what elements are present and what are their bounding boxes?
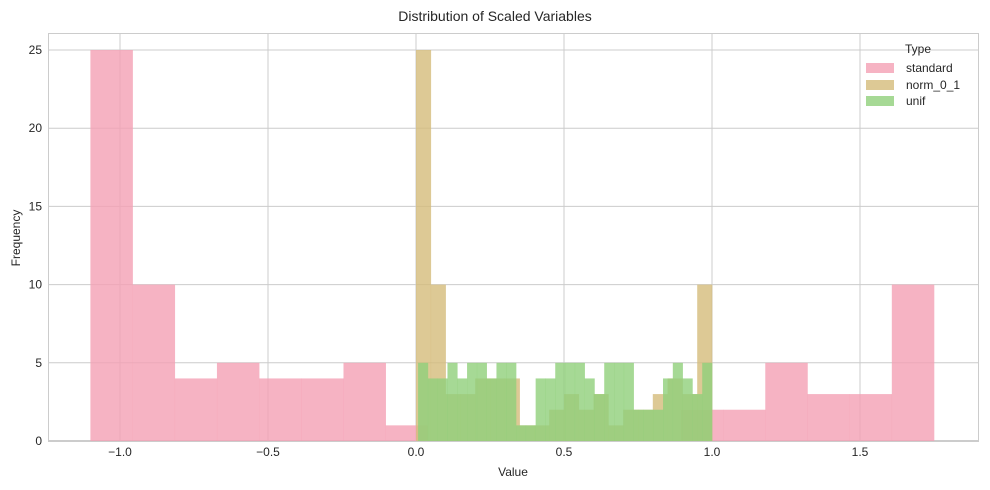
x-axis-label: Value <box>498 465 528 479</box>
x-tick-label: −1.0 <box>108 445 132 459</box>
legend-title: Type <box>904 42 931 56</box>
y-tick-label: 25 <box>29 43 43 57</box>
legend-item-norm-0-1: norm_0_1 <box>862 77 974 94</box>
legend-item-standard: standard <box>862 60 974 77</box>
histogram-bar-unif <box>418 362 429 441</box>
histogram-bar-standard <box>849 394 893 441</box>
histogram-bar-unif <box>653 409 664 441</box>
histogram-bar-unif <box>623 362 634 441</box>
histogram-bar-standard <box>723 409 766 441</box>
x-tick-label: 1.5 <box>852 445 869 459</box>
histogram-bar-unif <box>643 409 654 441</box>
legend-label-norm-0-1: norm_0_1 <box>906 77 961 92</box>
histogram-bar-unif <box>584 378 595 441</box>
histogram-bar-unif <box>604 362 615 441</box>
histogram-bar-unif <box>496 362 507 441</box>
histogram-bar-unif <box>506 362 517 441</box>
chart-title: Distribution of Scaled Variables <box>398 8 592 24</box>
histogram-bar-unif <box>633 409 644 441</box>
histogram-bar-standard <box>301 378 344 441</box>
histogram-bar-unif <box>574 362 585 441</box>
histogram-bar-unif <box>447 362 458 441</box>
legend: Type standard norm_0_1 unif <box>862 42 974 110</box>
histogram-bar-unif <box>516 425 527 441</box>
histogram-bar-unif <box>525 425 536 441</box>
y-tick-label: 10 <box>29 278 43 292</box>
histogram-bar-standard <box>891 284 935 441</box>
histogram-bar-standard <box>132 284 176 441</box>
y-tick-label: 15 <box>29 199 43 213</box>
histogram-bar-unif <box>486 378 497 441</box>
histogram-bar-unif <box>565 362 576 441</box>
y-tick-label: 20 <box>29 121 43 135</box>
legend-swatch-standard <box>866 63 894 74</box>
histogram-bar-unif <box>614 362 625 441</box>
legend-item-unif: unif <box>862 93 974 110</box>
histogram-bar-unif <box>555 362 566 441</box>
histogram-bar-unif <box>594 394 605 441</box>
legend-label-unif: unif <box>906 94 926 109</box>
legend-label-standard: standard <box>906 61 953 76</box>
histogram-bar-unif <box>672 362 683 441</box>
histogram-bar-norm-0-1 <box>416 50 432 441</box>
histogram-bar-unif <box>467 362 478 441</box>
histogram-bar-unif <box>427 378 438 441</box>
x-tick-label: 0.0 <box>408 445 425 459</box>
y-axis-label: Frequency <box>9 210 23 267</box>
y-tick-label: 0 <box>35 434 42 448</box>
x-tick-label: −0.5 <box>256 445 280 459</box>
histogram-bar-standard <box>174 378 218 441</box>
histogram-bar-unif <box>535 378 546 441</box>
legend-swatch-unif <box>866 96 894 107</box>
histogram-bar-unif <box>545 378 556 441</box>
histogram-bar-unif <box>663 378 674 441</box>
histogram-bar-unif <box>476 362 487 441</box>
x-tick-label: 0.5 <box>556 445 573 459</box>
histogram-bar-unif <box>702 362 713 441</box>
histogram-bar-standard <box>216 362 260 441</box>
histogram-bar-unif <box>692 394 703 441</box>
legend-swatch-norm-0-1 <box>866 79 894 90</box>
histogram-bar-unif <box>457 378 468 441</box>
axes-frame <box>48 33 979 442</box>
histogram-bar-unif <box>437 378 448 441</box>
histogram-bar-standard <box>343 362 386 441</box>
histogram-bar-standard <box>259 378 302 441</box>
histogram-bar-standard <box>765 362 808 441</box>
histogram-bar-unif <box>682 378 693 441</box>
x-tick-label: 1.0 <box>704 445 721 459</box>
histogram-bar-standard <box>807 394 850 441</box>
y-tick-label: 5 <box>35 356 42 370</box>
histogram-bar-standard <box>90 50 133 441</box>
